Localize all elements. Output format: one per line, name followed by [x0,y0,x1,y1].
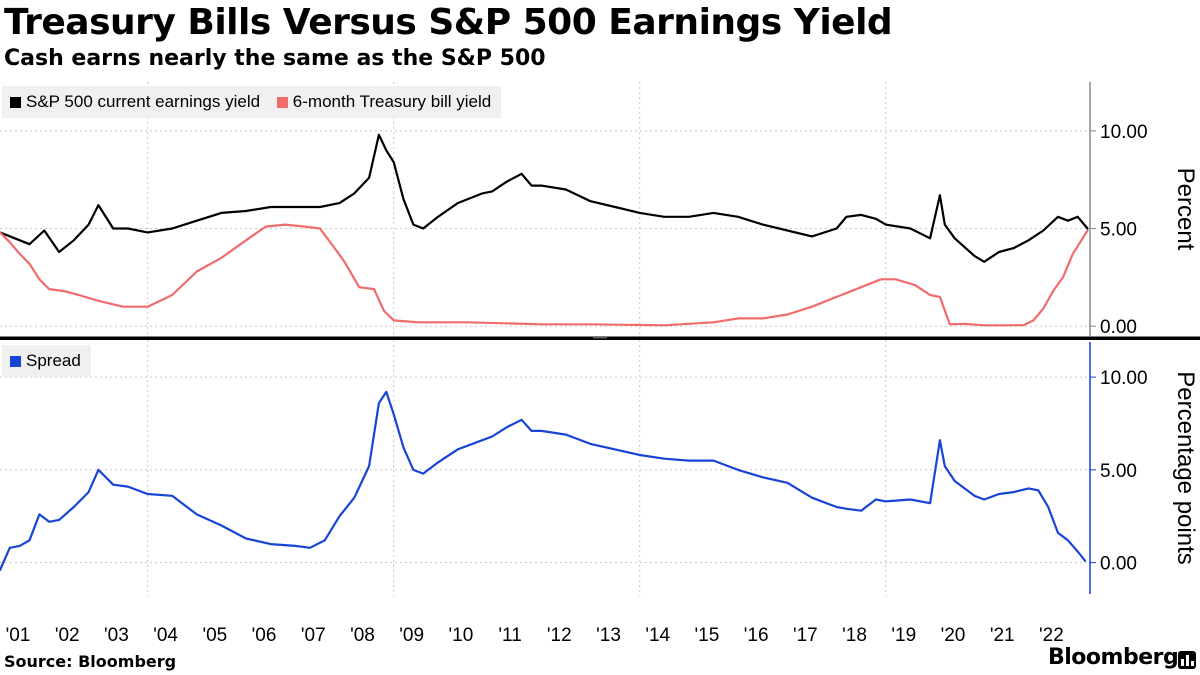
y-tick-label: 10.00 [1100,122,1148,143]
legend-item-earnings-yield: S&P 500 current earnings yield [10,86,260,118]
y-axis-title: Percentage points [1172,371,1199,564]
bloomberg-badge-icon [1178,651,1196,669]
legend-swatch-tbill [276,96,288,108]
bottom-legend: Spread [2,345,91,377]
x-tick-label: '19 [891,625,916,646]
x-tick-label: '01 [6,625,31,646]
y-tick-label: 0.00 [1100,317,1137,338]
y-tick-label: 5.00 [1100,220,1137,241]
x-tick-label: '10 [449,625,474,646]
x-tick-label: '22 [1039,625,1064,646]
x-tick-label: '06 [252,625,277,646]
y-tick-label: 10.00 [1100,368,1148,389]
y-axis-title: Percent [1172,168,1199,251]
legend-item-tbill: 6-month Treasury bill yield [276,86,492,118]
legend-item-spread: Spread [10,345,81,377]
series-line-6-month-treasury-bill-yield [0,223,1089,327]
legend-label-spread: Spread [26,351,81,370]
legend-label-earnings-yield: S&P 500 current earnings yield [26,92,261,111]
legend-swatch-earnings-yield [10,96,21,108]
x-tick-label: '02 [55,625,80,646]
chart-subtitle: Cash earns nearly the same as the S&P 50… [4,46,546,71]
legend-label-tbill: 6-month Treasury bill yield [292,92,492,111]
x-tick-label: '12 [547,625,572,646]
x-tick-label: '03 [104,625,129,646]
x-tick-label: '04 [153,625,178,646]
x-tick-label: '21 [990,625,1015,646]
legend-swatch-spread [10,355,21,367]
x-tick-label: '05 [202,625,227,646]
top-legend: S&P 500 current earnings yield 6-month T… [2,86,502,118]
x-tick-label: '08 [350,625,375,646]
y-tick-label: 0.00 [1100,554,1137,575]
x-tick-label: '18 [842,625,867,646]
source-note: Source: Bloomberg [4,652,177,671]
x-tick-label: '20 [941,625,966,646]
x-tick-label: '07 [301,625,326,646]
series-line-s-p-500-current-earnings-yield [0,133,1089,263]
series-line-spread [0,390,1087,572]
x-tick-label: '09 [399,625,424,646]
x-tick-label: '16 [744,625,769,646]
x-tick-label: '15 [695,625,720,646]
x-tick-label: '13 [596,625,621,646]
x-tick-label: '14 [645,625,670,646]
bloomberg-logo: Bloomberg [1048,645,1179,670]
x-tick-label: '11 [498,625,521,646]
chart-title: Treasury Bills Versus S&P 500 Earnings Y… [4,2,893,43]
panel-divider-grip [593,337,607,339]
y-tick-label: 5.00 [1100,461,1137,482]
x-tick-label: '17 [793,625,818,646]
